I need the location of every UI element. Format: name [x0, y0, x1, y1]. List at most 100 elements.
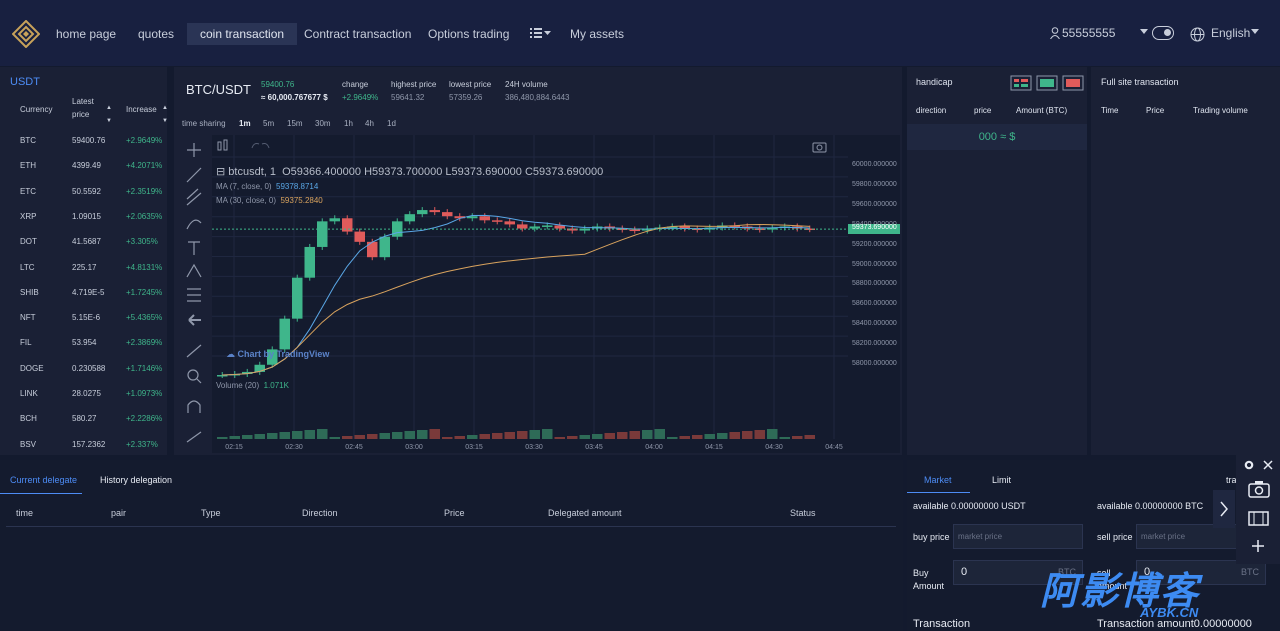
tf-5m[interactable]: 5m	[263, 119, 275, 128]
x-tick-label: 03:30	[525, 444, 543, 451]
logo-icon[interactable]	[12, 20, 40, 48]
candles-svg[interactable]: 02:15 02:30 02:45 03:00 03:15 03:30 03:45 04:00…	[212, 135, 848, 453]
camera-icon[interactable]	[812, 139, 842, 155]
col-latest-price[interactable]: Latest price	[72, 97, 94, 119]
nav-quotes[interactable]: quotes	[138, 27, 175, 41]
sell-amount-input[interactable]: 0 BTC	[1136, 560, 1266, 585]
depth-mode-icon[interactable]	[1010, 75, 1084, 91]
candle	[642, 228, 653, 231]
tab-history-delegation[interactable]: History delegation	[100, 475, 173, 485]
market-row[interactable]: BSV 157.2362 +2.337%	[0, 432, 167, 457]
tf-4h[interactable]: 4h	[365, 119, 374, 128]
chevron-down-icon[interactable]	[1140, 29, 1148, 34]
row-increase: +4.2071%	[126, 161, 163, 171]
nav-contract[interactable]: Contract transaction	[304, 27, 412, 41]
nav-my-assets[interactable]: My assets	[570, 27, 625, 41]
candle	[417, 210, 428, 215]
sort-icon[interactable]: ▲ ▼	[106, 105, 112, 124]
market-row[interactable]: FIL 53.954 +2.3869%	[0, 330, 167, 355]
price-axis[interactable]: 60000.00000059800.00000059600.0000005940…	[848, 135, 900, 477]
tf-1m[interactable]: 1m	[239, 119, 251, 128]
market-row[interactable]: ETC 50.5592 +2.3519%	[0, 179, 167, 204]
gear-icon[interactable]	[1244, 460, 1254, 470]
chevron-down-icon[interactable]	[1251, 29, 1259, 34]
buy-amount-input[interactable]: 0 BTC	[953, 560, 1083, 585]
col-increase[interactable]: Increase	[126, 105, 157, 114]
nav-home[interactable]: home page	[56, 27, 117, 41]
username[interactable]: 55555555	[1062, 26, 1116, 40]
candlestick-chart[interactable]: 02:15 02:30 02:45 03:00 03:15 03:30 03:45 04:00…	[212, 135, 867, 453]
top-nav: home page quotes coin transaction Contra…	[0, 0, 1280, 66]
market-row[interactable]: BTC 59400.76 +2.9649%	[0, 128, 167, 153]
candle-type-icon[interactable]	[216, 138, 276, 154]
active-tab-underline	[907, 492, 970, 493]
volume-bar	[654, 429, 665, 439]
market-row[interactable]: DOT 41.5687 +3.305%	[0, 229, 167, 254]
tab-other[interactable]: tra	[1226, 475, 1237, 485]
market-row[interactable]: NFT 5.15E-6 +5.4365%	[0, 305, 167, 330]
tf-30m[interactable]: 30m	[315, 119, 331, 128]
close-icon[interactable]	[1263, 460, 1273, 470]
col-price: Price	[1146, 106, 1165, 115]
available-btc: available 0.00000000 BTC	[1097, 501, 1204, 511]
row-currency: DOGE	[20, 363, 44, 373]
tf-1h[interactable]: 1h	[344, 119, 353, 128]
market-tab-usdt[interactable]: USDT	[10, 76, 40, 88]
row-currency: ETH	[20, 161, 36, 171]
volume-bar	[579, 435, 590, 439]
volume-bar	[717, 433, 728, 439]
drawing-tools-icon[interactable]	[178, 137, 210, 447]
low-label: lowest price	[449, 80, 492, 89]
chart-legend: ⊟ btcusdt, 1 O59366.400000 H59373.700000…	[216, 166, 604, 178]
nav-options[interactable]: Options trading	[428, 27, 510, 41]
nav-coin-transaction[interactable]: coin transaction	[187, 23, 298, 45]
ma7-line	[222, 214, 810, 376]
tradingview-brand[interactable]: ☁ Chart by TradingView	[226, 349, 330, 359]
tab-current-delegate[interactable]: Current delegate	[10, 475, 78, 485]
chart-panel: BTC/USDT 59400.76 ≈ 60,000.767677 $ chan…	[174, 67, 902, 477]
candle	[254, 364, 265, 372]
plus-icon[interactable]	[1252, 540, 1264, 552]
row-increase: +3.305%	[126, 237, 158, 247]
col-pair: pair	[111, 508, 127, 518]
language-select[interactable]: English	[1211, 26, 1251, 40]
collapse-button[interactable]	[1213, 490, 1235, 528]
tab-market[interactable]: Market	[924, 475, 952, 485]
active-tab-underline	[0, 493, 82, 494]
volume-bar	[804, 435, 815, 439]
market-row[interactable]: LTC 225.17 +4.8131%	[0, 255, 167, 280]
market-row[interactable]: BCH 580.27 +2.2286%	[0, 406, 167, 431]
theme-toggle[interactable]	[1152, 26, 1174, 40]
row-increase: +2.3869%	[126, 338, 163, 348]
row-increase: +2.2286%	[126, 414, 163, 424]
tab-limit[interactable]: Limit	[992, 475, 1012, 485]
market-row[interactable]: DOGE 0.230588 +1.7146%	[0, 356, 167, 381]
sort-icon[interactable]: ▲ ▼	[162, 105, 168, 124]
market-row[interactable]: LINK 28.0275 +1.0973%	[0, 381, 167, 406]
chevron-right-icon[interactable]	[1213, 490, 1235, 528]
market-row[interactable]: XRP 1.09015 +2.0635%	[0, 204, 167, 229]
tf-time-sharing[interactable]: time sharing	[182, 119, 226, 128]
x-tick-label: 03:45	[585, 444, 603, 451]
candle	[467, 216, 478, 219]
video-icon[interactable]	[1248, 510, 1270, 526]
menu-icon[interactable]	[530, 28, 552, 38]
candle	[554, 225, 565, 229]
market-row[interactable]: SHIB 4.719E-5 +1.7245%	[0, 280, 167, 305]
buy-price-input[interactable]: market price	[953, 524, 1083, 549]
camera-icon[interactable]	[1248, 480, 1270, 498]
price-approx: ≈ 60,000.767677 $	[261, 93, 328, 102]
y-tick-label: 58600.000000	[852, 300, 897, 308]
market-row[interactable]: ETH 4399.49 +4.2071%	[0, 153, 167, 178]
row-price: 50.5592	[72, 186, 101, 196]
globe-icon[interactable]	[1190, 27, 1205, 42]
volume-bar	[742, 431, 753, 439]
row-increase: +2.337%	[126, 439, 158, 449]
sell-price-label: sell price	[1097, 532, 1133, 542]
tf-15m[interactable]: 15m	[287, 119, 303, 128]
sell-price-input[interactable]: market price	[1136, 524, 1246, 549]
tf-1d[interactable]: 1d	[387, 119, 396, 128]
x-tick-label: 04:15	[705, 444, 723, 451]
ma30-legend: MA (30, close, 0) 59375.2840	[216, 196, 323, 205]
row-currency: LINK	[20, 389, 38, 398]
